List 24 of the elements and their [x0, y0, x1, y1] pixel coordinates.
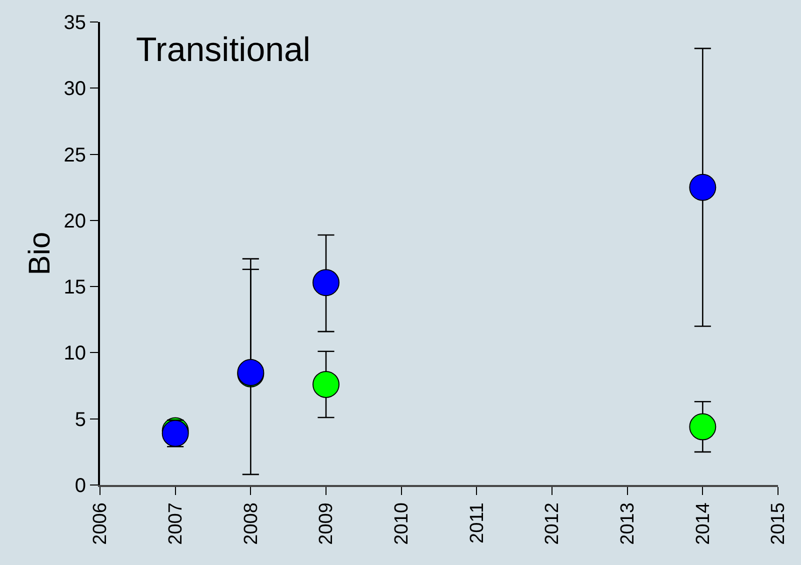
x-tick-label: 2015: [768, 502, 790, 545]
x-tick-label: 2010: [392, 502, 413, 545]
y-tick-label: 20: [64, 210, 86, 232]
y-tick-label: 10: [64, 342, 86, 365]
x-tick-label: 2013: [618, 502, 639, 545]
point: [312, 370, 340, 398]
annotation: Transitional: [136, 31, 310, 69]
x-tick-label: 2008: [240, 502, 262, 545]
x-tick-label: 2009: [316, 502, 338, 545]
x-tick-label: 2006: [90, 502, 112, 545]
point: [689, 174, 716, 201]
y-axis-title: Bio: [23, 232, 56, 276]
x-tick-label: 2012: [542, 502, 564, 545]
x-tick-label: 2007: [166, 502, 187, 545]
point: [312, 269, 340, 296]
x-tick-label: 2011: [466, 502, 488, 544]
y-tick-label: 35: [64, 12, 86, 34]
y-tick-label: 5: [74, 408, 86, 431]
y-tick-label: 25: [64, 144, 86, 166]
point: [689, 413, 716, 440]
y-tick-label: 30: [64, 78, 86, 100]
x-tick-label: 2014: [692, 502, 714, 545]
y-tick-label: 15: [64, 276, 86, 299]
y-tick-label: 0: [74, 475, 86, 497]
